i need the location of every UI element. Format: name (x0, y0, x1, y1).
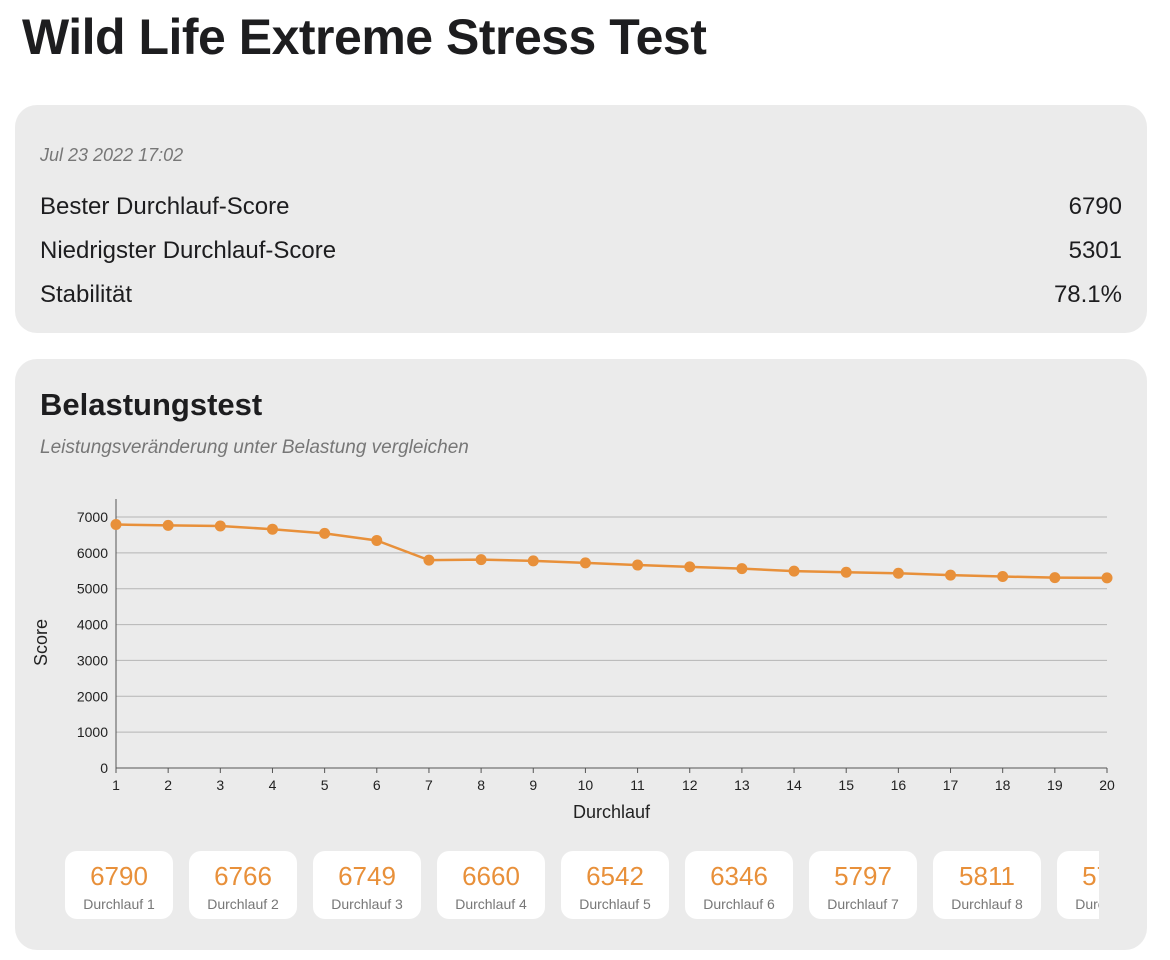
run-card[interactable]: 6790 Durchlauf 1 (65, 851, 173, 919)
y-tick-label: 6000 (77, 545, 108, 561)
run-label: Durchlauf 1 (83, 896, 155, 912)
run-label: Durchlauf 2 (207, 896, 279, 912)
run-label: Durchlauf 4 (455, 896, 527, 912)
data-point (945, 569, 957, 581)
best-score-row: Bester Durchlauf-Score 6790 (40, 193, 1122, 221)
y-tick-label: 5000 (77, 581, 108, 597)
x-tick-label: 16 (891, 777, 907, 793)
run-score: 6749 (338, 861, 396, 891)
run-card[interactable]: 5797 Durchlauf 7 (809, 851, 917, 919)
data-point (475, 554, 487, 566)
x-tick-label: 18 (995, 777, 1011, 793)
x-tick-label: 3 (216, 777, 224, 793)
section-subtitle: Leistungsveränderung unter Belastung ver… (40, 437, 469, 458)
run-score: 5777 (1082, 861, 1099, 891)
y-tick-label: 1000 (77, 724, 108, 740)
data-point (788, 565, 800, 577)
run-score: 5811 (959, 861, 1015, 891)
data-point (997, 571, 1009, 583)
run-card[interactable]: 6660 Durchlauf 4 (437, 851, 545, 919)
x-tick-label: 17 (943, 777, 959, 793)
score-line (115, 523, 1108, 580)
x-tick-label: 11 (630, 777, 645, 793)
section-title: Belastungstest (40, 387, 263, 422)
run-cards[interactable]: 6790 Durchlauf 1 6766 Durchlauf 2 6749 Durchl… (65, 851, 1099, 919)
run-card[interactable]: 6346 Durchlauf 6 (685, 851, 793, 919)
run-score: 6346 (710, 861, 768, 891)
run-label: Durchlauf 8 (951, 896, 1023, 912)
data-point (319, 527, 331, 539)
run-card[interactable]: 6766 Durchlauf 2 (189, 851, 297, 919)
run-score: 5797 (834, 861, 892, 891)
x-tick-label: 13 (734, 777, 750, 793)
value: 6790 (1068, 193, 1122, 220)
stability-row: Stabilität 78.1% (40, 281, 1122, 309)
run-label: Durchlauf 5 (579, 896, 651, 912)
x-tick-label: 1 (112, 777, 120, 793)
x-tick-label: 7 (425, 777, 433, 793)
label: Stabilität (40, 281, 133, 308)
data-point (527, 555, 539, 567)
y-tick-label: 2000 (77, 688, 108, 704)
data-point (214, 520, 226, 532)
data-point (892, 567, 904, 579)
value: 5301 (1068, 237, 1122, 264)
y-tick-label: 3000 (77, 652, 108, 668)
run-label: Durchlauf 3 (331, 896, 403, 912)
x-tick-label: 8 (477, 777, 485, 793)
label: Bester Durchlauf-Score (40, 193, 290, 220)
data-point (266, 523, 278, 535)
value: 78.1% (1053, 281, 1122, 308)
run-score: 6542 (586, 861, 644, 891)
data-point (632, 559, 644, 571)
x-tick-label: 4 (269, 777, 277, 793)
run-label: Durchlauf 6 (703, 896, 775, 912)
run-score: 6790 (90, 861, 148, 891)
x-tick-label: 2 (164, 777, 172, 793)
run-label: Durchlauf 9 (1075, 896, 1099, 912)
run-card[interactable]: 6749 Durchlauf 3 (313, 851, 421, 919)
test-date: Jul 23 2022 17:02 (40, 145, 184, 165)
data-point (371, 534, 383, 546)
data-point (840, 566, 852, 578)
x-tick-label: 9 (529, 777, 537, 793)
y-tick-label: 0 (100, 760, 108, 776)
data-point (736, 563, 748, 575)
data-point (684, 561, 696, 573)
data-point (579, 557, 591, 569)
data-point (423, 554, 435, 566)
run-card[interactable]: 5811 Durchlauf 8 (933, 851, 1041, 919)
summary-card: Jul 23 2022 17:02 Bester Durchlauf-Score… (15, 105, 1147, 333)
x-tick-label: 5 (321, 777, 329, 793)
label: Niedrigster Durchlauf-Score (40, 237, 337, 264)
y-tick-label: 4000 (77, 617, 108, 633)
run-score: 6660 (462, 861, 520, 891)
stress-test-card: Belastungstest Leistungsveränderung unte… (15, 359, 1147, 950)
data-point (110, 519, 122, 531)
x-tick-label: 14 (786, 777, 802, 793)
x-tick-label: 12 (682, 777, 698, 793)
page-title: Wild Life Extreme Stress Test (22, 9, 707, 65)
run-label: Durchlauf 7 (827, 896, 899, 912)
run-score: 6766 (214, 861, 272, 891)
x-axis-label: Durchlauf (573, 802, 651, 822)
x-tick-label: 15 (838, 777, 854, 793)
data-point (1049, 572, 1061, 584)
y-tick-label: 7000 (77, 509, 108, 525)
x-tick-label: 6 (373, 777, 381, 793)
x-tick-label: 20 (1099, 777, 1115, 793)
y-axis-label: Score (31, 619, 51, 666)
x-tick-label: 10 (578, 777, 594, 793)
run-card[interactable]: 6542 Durchlauf 5 (561, 851, 669, 919)
lowest-score-row: Niedrigster Durchlauf-Score 5301 (40, 237, 1122, 265)
x-tick-label: 19 (1047, 777, 1063, 793)
data-point (162, 519, 174, 531)
data-point (1101, 572, 1113, 584)
run-card[interactable]: 5777 Durchlauf 9 (1057, 851, 1099, 919)
